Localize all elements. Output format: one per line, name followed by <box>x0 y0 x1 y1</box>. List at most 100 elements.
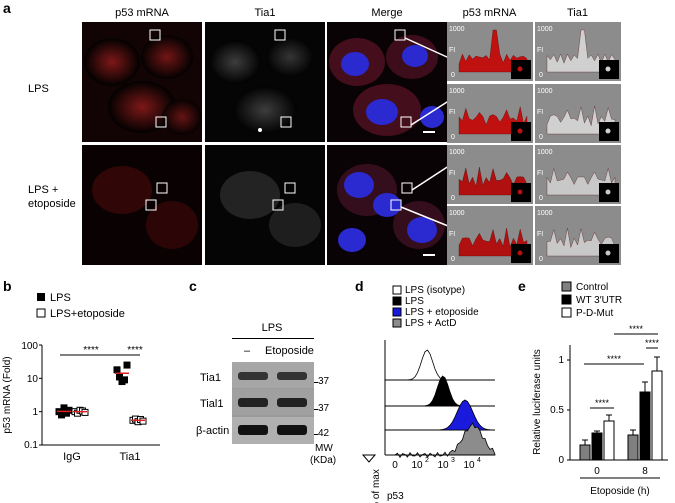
surface-plot: 1000 FI 0 <box>447 22 533 81</box>
surface-tick-max: 1000 <box>537 26 553 33</box>
e-bar <box>603 420 615 461</box>
surface-tick-max: 1000 <box>537 210 553 217</box>
d-legend-label: LPS (isotype) <box>405 285 465 296</box>
blot-row-tia1: Tia1 <box>200 372 221 384</box>
surface-tick-max: 1000 <box>449 26 465 33</box>
surface-plot: 1000 FI 0 <box>447 145 533 204</box>
surface-tick-max: 1000 <box>449 210 465 217</box>
col-header-p53: p53 mRNA <box>115 7 169 19</box>
surface-tick-label: FI <box>537 109 543 116</box>
panel-e-letter: e <box>518 278 526 294</box>
e-sig-label: **** <box>629 324 644 334</box>
blot-mw-unit: (KDa) <box>310 455 337 466</box>
blot-mw-42: 42 <box>318 428 330 439</box>
col-header-tia1-3d: Tia1 <box>567 7 588 19</box>
surface-tick-label: FI <box>537 231 543 238</box>
surface-tick-zero: 0 <box>451 72 455 79</box>
b-ytick-1: 1 <box>32 407 38 418</box>
b-point-lps <box>123 361 131 369</box>
e-ylabel: Relative luciferase units <box>532 349 543 455</box>
surface-inset-spot <box>605 250 611 256</box>
d-xtick-label: 10 <box>437 460 449 471</box>
b-point-lps <box>65 406 73 414</box>
d-xtick-label: 0 <box>392 460 398 471</box>
legend-swatch-lps <box>37 293 45 301</box>
blot-tick-3 <box>314 434 318 435</box>
surface-tick-zero: 0 <box>539 195 543 202</box>
b-point-lps-etoposide <box>139 417 147 425</box>
surface-tick-max: 1000 <box>449 88 465 95</box>
micrograph-tia1-etoposide <box>205 145 325 265</box>
d-legend-label: LPS <box>405 296 424 307</box>
d-legend-label: LPS + ActD <box>405 318 456 329</box>
col-header-tia1: Tia1 <box>254 7 276 19</box>
surface-inset-spot <box>517 189 523 195</box>
b-ytick-10: 10 <box>27 374 39 385</box>
d-xtick-label: 10 <box>463 460 475 471</box>
blot-lane-control: – <box>243 345 251 357</box>
e-sig-label: **** <box>607 354 622 364</box>
panel-b-chart: LPS LPS+etoposide 100 10 1 0.1 p53 mRNA … <box>2 292 160 463</box>
blot-tick-1 <box>314 382 318 383</box>
row-label-lps-etoposide-1: LPS + <box>28 184 59 196</box>
b-point-lps <box>113 366 121 374</box>
row-label-lps: LPS <box>28 83 49 95</box>
d-ylabel: % of max <box>371 469 382 503</box>
surface-mesh <box>458 29 528 73</box>
e-ytick-label: 1 <box>558 355 564 366</box>
e-legend-swatch <box>561 307 572 318</box>
surface-tick-zero: 0 <box>539 256 543 263</box>
b-xtick-tia1: Tia1 <box>120 451 141 463</box>
surface-tick-label: FI <box>537 170 543 177</box>
surface-inset-spot <box>605 66 611 72</box>
d-xtick-exp: 3 <box>451 457 455 464</box>
d-xtick-exp: 4 <box>477 457 481 464</box>
surface-plot: 1000 FI 0 <box>535 206 621 265</box>
surface-mesh <box>458 166 528 196</box>
row-label-lps-etoposide-2: etoposide <box>28 198 76 210</box>
legend-label-lps: LPS <box>50 292 71 304</box>
e-ytick-label: 0 <box>558 455 564 466</box>
surface-mesh <box>458 106 528 135</box>
e-bar <box>639 391 651 461</box>
d-xtick-label: 10 <box>411 460 423 471</box>
d-legend-swatch <box>392 285 402 295</box>
d-xtick-exp: 2 <box>425 457 429 464</box>
b-ytick-0.1: 0.1 <box>24 440 38 451</box>
surface-mesh <box>458 227 528 257</box>
e-legend-swatch <box>561 281 572 292</box>
b-sig-1: **** <box>83 345 99 356</box>
e-legend-label: P-D-Mut <box>576 308 613 319</box>
surface-inset-spot <box>517 66 523 72</box>
d-histogram <box>395 375 495 407</box>
surface-plot: 1000 FI 0 <box>447 84 533 143</box>
e-bar <box>579 444 591 461</box>
d-legend-swatch <box>392 318 402 328</box>
surface-tick-label: FI <box>449 231 455 238</box>
surface-inset-spot <box>605 189 611 195</box>
surface-tick-zero: 0 <box>451 195 455 202</box>
blot-image <box>232 362 314 444</box>
micrograph-p53-etoposide <box>82 145 202 265</box>
surface-tick-label: FI <box>449 170 455 177</box>
col-header-p53-3d: p53 mRNA <box>462 7 517 19</box>
panel-d-letter: d <box>355 278 364 294</box>
micrograph-p53-lps <box>82 22 202 142</box>
e-ytick-label: 0.5 <box>550 405 564 416</box>
e-bar <box>651 370 663 461</box>
d-legend-swatch <box>392 296 402 306</box>
d-axis-arrow <box>361 454 377 463</box>
surface-tick-zero: 0 <box>539 134 543 141</box>
d-histogram <box>395 399 496 431</box>
b-ytick-100: 100 <box>21 341 38 352</box>
b-sig-2: **** <box>127 345 143 356</box>
surface-tick-label: FI <box>449 109 455 116</box>
col-header-merge: Merge <box>371 7 403 19</box>
surface-tick-zero: 0 <box>539 72 543 79</box>
blot-lane-etoposide: Etoposide <box>265 345 314 357</box>
surface-plot: 1000 FI 0 <box>535 84 621 143</box>
blot-header-line <box>232 338 314 339</box>
surface-mesh <box>546 168 616 196</box>
surface-tick-max: 1000 <box>449 149 465 156</box>
panel-b-letter: b <box>3 278 12 294</box>
